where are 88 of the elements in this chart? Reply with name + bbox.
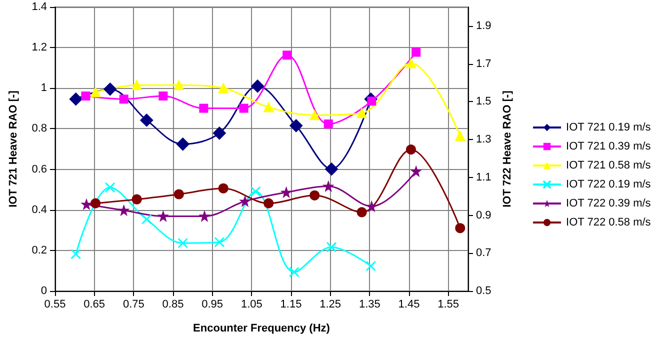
legend-label: IOT 722 0.58 m/s bbox=[566, 216, 652, 228]
y-tick-label: 0.6 bbox=[32, 163, 47, 176]
point bbox=[264, 198, 274, 208]
point bbox=[214, 236, 225, 248]
point bbox=[288, 266, 300, 278]
point bbox=[140, 114, 154, 127]
x-tick-label: 1.35 bbox=[358, 298, 380, 310]
point bbox=[406, 58, 416, 68]
y2-tick-label: 1.1 bbox=[476, 171, 492, 184]
x-tick-label: 1.45 bbox=[398, 298, 420, 310]
x-tick-label: 1.55 bbox=[438, 298, 460, 310]
y-tick-label: 0.2 bbox=[32, 244, 47, 256]
point bbox=[264, 102, 274, 112]
point bbox=[81, 92, 90, 101]
point bbox=[326, 242, 337, 252]
point bbox=[240, 196, 250, 206]
x-tick-label: 0.75 bbox=[122, 298, 144, 310]
point bbox=[310, 110, 320, 120]
point bbox=[455, 223, 466, 234]
y2-tick-label: 0.5 bbox=[476, 285, 492, 297]
y2-axis-title: IOT 722 Heave RAO [-] bbox=[502, 90, 514, 208]
y2-tick-label: 1.3 bbox=[476, 134, 492, 146]
point bbox=[176, 138, 190, 151]
x-tick-label: 0.85 bbox=[162, 298, 184, 310]
point bbox=[324, 120, 333, 129]
point bbox=[119, 94, 128, 104]
point bbox=[104, 182, 116, 193]
point bbox=[141, 214, 152, 224]
x-tick-label: 1.05 bbox=[240, 298, 262, 310]
y2-tick-label: 1.5 bbox=[476, 96, 492, 108]
x-tick-label: 0.55 bbox=[44, 298, 66, 310]
x-tick-label: 0.95 bbox=[202, 298, 224, 310]
point bbox=[325, 162, 338, 176]
point bbox=[174, 189, 184, 200]
point bbox=[158, 211, 168, 222]
y-tick-label: 0.8 bbox=[32, 122, 47, 135]
point bbox=[239, 104, 248, 113]
point bbox=[366, 260, 376, 272]
point bbox=[290, 119, 303, 132]
legend-label: IOT 721 0.19 m/s bbox=[566, 122, 652, 134]
point bbox=[132, 80, 142, 90]
legend-label: IOT 722 0.39 m/s bbox=[566, 198, 652, 210]
point bbox=[70, 248, 82, 260]
point bbox=[69, 92, 82, 106]
y-tick-label: 1.4 bbox=[32, 1, 47, 13]
x-axis-title: Encounter Frequency (Hz) bbox=[193, 322, 330, 334]
point bbox=[356, 207, 367, 218]
point bbox=[406, 144, 416, 155]
point bbox=[412, 48, 421, 57]
legend-label: IOT 721 0.39 m/s bbox=[566, 140, 652, 152]
y-tick-label: 0.4 bbox=[32, 204, 47, 216]
point bbox=[90, 87, 101, 98]
point bbox=[356, 108, 367, 118]
point bbox=[218, 183, 228, 194]
point bbox=[199, 104, 208, 113]
legend-label: IOT 721 0.58 m/s bbox=[566, 160, 652, 172]
legend-label: IOT 722 0.19 m/s bbox=[566, 178, 652, 190]
x-tick-label: 0.65 bbox=[84, 298, 106, 310]
point bbox=[282, 50, 292, 60]
y-axis-title: IOT 721 Heave RAO [-] bbox=[8, 90, 20, 208]
point bbox=[199, 211, 210, 222]
point bbox=[118, 205, 129, 216]
point bbox=[132, 194, 142, 204]
point bbox=[411, 166, 422, 176]
y-tick-label: 1.2 bbox=[32, 42, 47, 54]
point bbox=[212, 126, 226, 140]
point bbox=[310, 190, 320, 200]
point bbox=[174, 80, 184, 90]
point bbox=[218, 83, 228, 94]
y-tick-label: 0 bbox=[40, 285, 47, 297]
x-tick-label: 1.25 bbox=[320, 298, 342, 310]
point bbox=[178, 238, 188, 248]
y2-tick-label: 0.9 bbox=[476, 209, 492, 222]
point bbox=[323, 181, 334, 192]
point bbox=[366, 201, 377, 212]
y2-tick-label: 1.7 bbox=[476, 58, 492, 70]
point bbox=[251, 80, 264, 93]
point bbox=[455, 131, 466, 142]
x-tick-label: 1.15 bbox=[280, 298, 302, 310]
y2-tick-label: 0.7 bbox=[476, 247, 492, 260]
point bbox=[81, 199, 92, 210]
point bbox=[281, 187, 292, 198]
y2-tick-label: 1.9 bbox=[476, 20, 492, 32]
y-tick-label: 1 bbox=[40, 82, 47, 94]
point bbox=[104, 82, 117, 96]
point bbox=[158, 92, 168, 101]
point bbox=[250, 186, 261, 197]
point bbox=[90, 198, 101, 208]
